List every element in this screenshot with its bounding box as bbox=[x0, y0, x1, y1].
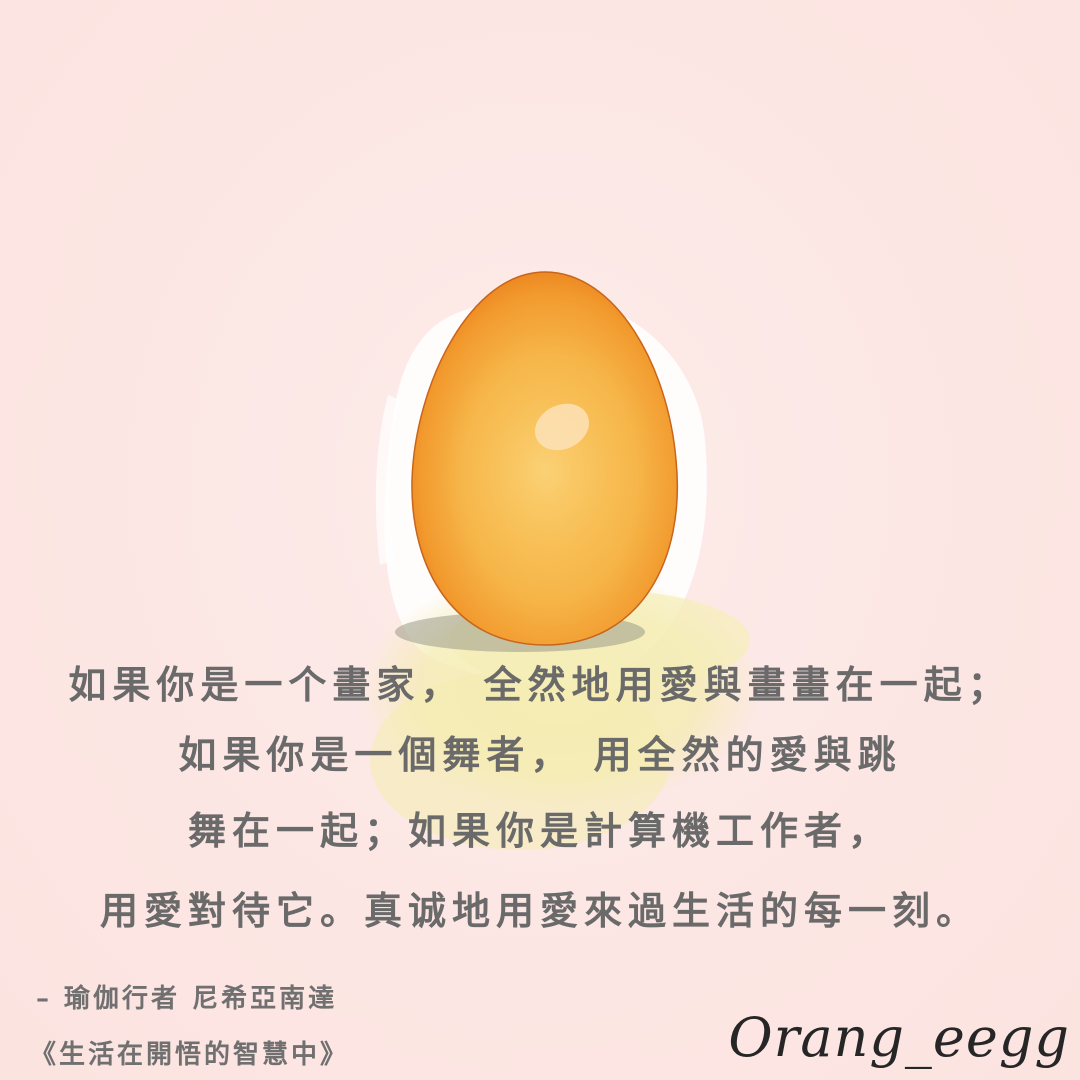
quote-line-4: 用愛對待它。真诚地用愛來過生活的每一刻。 bbox=[99, 888, 980, 933]
egg bbox=[411, 271, 679, 646]
quote-author: – 瑜伽行者 尼希亞南達 bbox=[36, 984, 338, 1014]
egg-highlight bbox=[534, 403, 590, 451]
quote-source-book: 《生活在開悟的智慧中》 bbox=[30, 1040, 350, 1070]
quote-line-2: 如果你是一個舞者， 用全然的愛與跳 bbox=[178, 732, 902, 777]
quote-line-1: 如果你是一个畫家， 全然地用愛與畫畫在一起； bbox=[68, 662, 1012, 707]
quote-line-3: 舞在一起；如果你是計算機工作者， bbox=[187, 808, 892, 853]
artist-signature: Orang_eegg bbox=[728, 1006, 1070, 1069]
